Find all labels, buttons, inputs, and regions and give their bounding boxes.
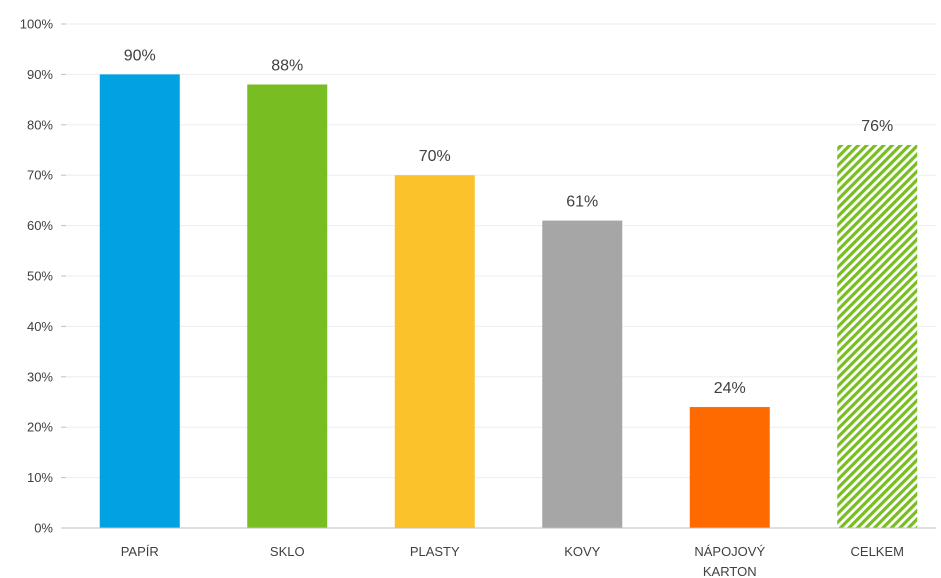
x-category-label: PAPÍR <box>121 544 159 559</box>
y-tick-label: 50% <box>27 269 53 284</box>
bar-2 <box>247 84 328 528</box>
x-category-label: KARTON <box>703 564 757 578</box>
y-axis-ticks: 0% 10% 20% 30% 40% 50% 60% 70% 80% 90% 100% <box>20 17 54 536</box>
y-tick-label: 100% <box>20 17 54 32</box>
data-labels: 90% 88% 70% 61% 24% 76% <box>124 47 894 397</box>
data-label: 61% <box>566 194 598 211</box>
y-tick-label: 0% <box>34 521 53 536</box>
y-tick-label: 80% <box>27 117 53 132</box>
y-tick-label: 20% <box>27 420 53 435</box>
bars <box>99 74 918 529</box>
x-category-label: NÁPOJOVÝ <box>694 544 765 559</box>
bar-5 <box>689 407 770 528</box>
bar-1 <box>99 74 180 529</box>
y-tick-label: 90% <box>27 67 53 82</box>
y-tick-label: 40% <box>27 319 53 334</box>
gridlines <box>61 23 936 529</box>
data-label: 24% <box>714 380 746 397</box>
data-label: 70% <box>419 148 451 165</box>
y-tick-label: 10% <box>27 470 53 485</box>
x-category-label: SKLO <box>270 544 305 559</box>
bar-4 <box>542 220 623 528</box>
bar-3 <box>394 175 475 528</box>
data-label: 88% <box>271 57 303 74</box>
y-tick-label: 70% <box>27 168 53 183</box>
x-category-label: KOVY <box>564 544 600 559</box>
data-label: 76% <box>861 118 893 135</box>
x-category-label: CELKEM <box>851 544 904 559</box>
x-category-label: PLASTY <box>410 544 460 559</box>
x-axis-categories: PAPÍR SKLO PLASTY KOVY NÁPOJOVÝ KARTON CELKEM <box>121 544 904 578</box>
data-label: 90% <box>124 47 156 64</box>
y-tick-label: 60% <box>27 218 53 233</box>
y-tick-label: 30% <box>27 369 53 384</box>
bar-6 <box>837 144 918 528</box>
